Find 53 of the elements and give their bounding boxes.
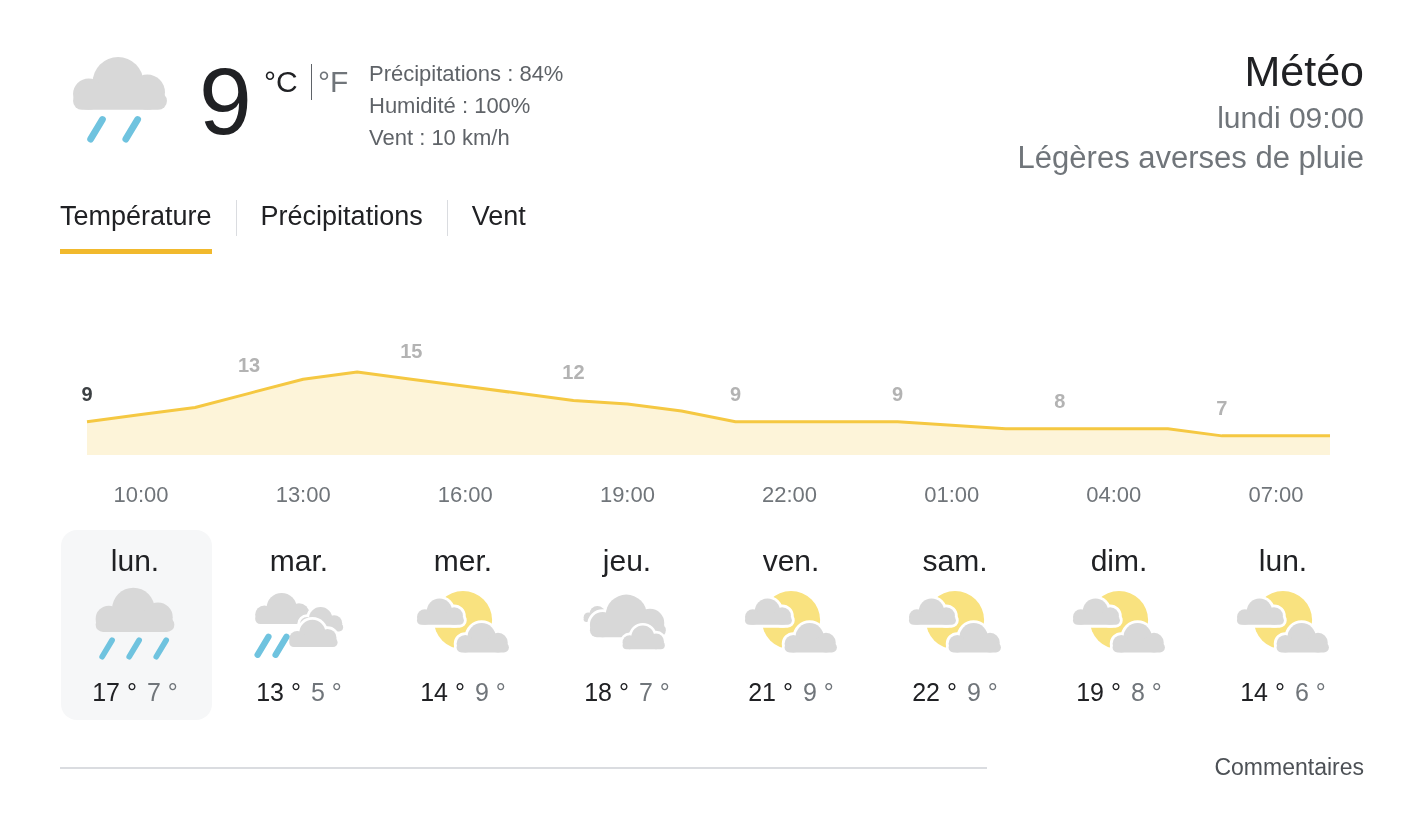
text: °F xyxy=(318,65,349,98)
text: mar. xyxy=(269,544,329,577)
data-label: 9 xyxy=(81,382,93,405)
text: lundi 09:00 xyxy=(1217,101,1364,134)
text: Humidité : 100% xyxy=(369,93,531,118)
text: dim. xyxy=(1090,544,1148,577)
text: 22 ° xyxy=(912,678,957,706)
x-tick-label: 07:00 xyxy=(1248,481,1304,507)
text: 6 ° xyxy=(1294,678,1326,706)
text: 9 ° xyxy=(474,678,506,706)
text: Précipitations : 84% xyxy=(369,61,564,86)
data-label: 7 xyxy=(1216,396,1228,419)
text: 14 ° xyxy=(420,678,465,706)
text: lun. xyxy=(1258,544,1308,577)
text: lun. xyxy=(110,544,160,577)
text: Vent xyxy=(471,201,526,231)
text: Température xyxy=(60,201,212,231)
text: 9 ° xyxy=(802,678,834,706)
data-label: 8 xyxy=(1054,389,1066,412)
x-tick-label: 13:00 xyxy=(275,481,331,507)
text: Météo xyxy=(1244,47,1364,95)
text: 21 ° xyxy=(748,678,793,706)
text: 18 ° xyxy=(584,678,629,706)
text: Commentaires xyxy=(1214,754,1364,780)
text: jeu. xyxy=(602,544,652,577)
x-tick-label: 10:00 xyxy=(113,481,169,507)
x-tick-label: 22:00 xyxy=(762,481,818,507)
text: Précipitations xyxy=(260,201,423,231)
text: 5 ° xyxy=(310,678,342,706)
x-tick-label: 16:00 xyxy=(437,481,493,507)
text: 9 ° xyxy=(966,678,998,706)
x-tick-label: 19:00 xyxy=(599,481,655,507)
data-label: 12 xyxy=(562,361,585,384)
text: 7 ° xyxy=(146,678,178,706)
text: 9 xyxy=(199,48,252,154)
text: 17 ° xyxy=(92,678,137,706)
text: Vent : 10 km/h xyxy=(369,125,510,150)
text: ven. xyxy=(762,544,820,577)
text: 14 ° xyxy=(1240,678,1285,706)
text: 8 ° xyxy=(1130,678,1162,706)
text: mer. xyxy=(433,544,493,577)
data-label: 9 xyxy=(892,382,904,405)
text: 19 ° xyxy=(1076,678,1121,706)
text: Légères averses de pluie xyxy=(1017,140,1364,175)
x-tick-label: 04:00 xyxy=(1086,481,1142,507)
text: sam. xyxy=(922,544,988,577)
x-tick-label: 01:00 xyxy=(924,481,980,507)
data-label: 15 xyxy=(400,340,423,363)
data-label: 13 xyxy=(238,354,261,377)
data-label: 9 xyxy=(729,382,742,405)
text: °C xyxy=(264,65,298,98)
text: 7 ° xyxy=(638,678,670,706)
text: 13 ° xyxy=(256,678,301,706)
